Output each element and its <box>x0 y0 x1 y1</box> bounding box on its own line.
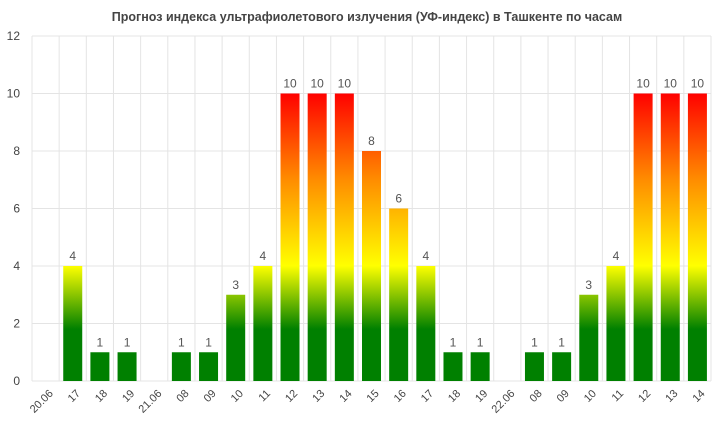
bar <box>606 266 626 381</box>
bar-value-label: 1 <box>558 335 565 349</box>
y-tick-label: 0 <box>13 374 20 388</box>
y-tick-label: 10 <box>7 87 21 101</box>
x-tick-label: 19 <box>120 388 137 405</box>
bar-value-label: 1 <box>205 335 212 349</box>
x-tick-label: 18 <box>446 388 463 405</box>
bar <box>470 352 490 381</box>
bar-value-label: 10 <box>691 77 705 91</box>
x-tick-label: 12 <box>283 388 300 405</box>
y-axis-tick-labels: 0 2 4 6 8 10 12 <box>7 29 21 388</box>
bar-value-label: 1 <box>450 335 457 349</box>
x-tick-label: 10 <box>229 388 246 405</box>
x-tick-label: 16 <box>392 388 409 405</box>
bar-value-label: 10 <box>636 77 650 91</box>
bar <box>117 352 137 381</box>
bar <box>552 352 572 381</box>
x-tick-label: 14 <box>690 388 707 405</box>
bar-value-label: 4 <box>422 249 429 263</box>
bar-value-label: 4 <box>613 249 620 263</box>
x-tick-label: 09 <box>555 388 572 405</box>
bar-value-label: 4 <box>260 249 267 263</box>
bar-value-label: 3 <box>585 278 592 292</box>
bar-value-label: 10 <box>283 77 297 91</box>
bar <box>660 93 680 381</box>
bar <box>253 266 273 381</box>
bar-value-label: 1 <box>124 335 131 349</box>
bar-value-label: 1 <box>97 335 104 349</box>
bar-value-label: 1 <box>477 335 484 349</box>
y-tick-label: 4 <box>13 259 20 273</box>
x-tick-label: 10 <box>582 388 599 405</box>
x-tick-label: 17 <box>419 388 436 405</box>
data-labels: 4 1 1 1 1 3 4 10 10 10 8 6 4 1 1 1 1 3 4 10 10 10 <box>69 77 704 350</box>
bar-value-label: 10 <box>311 77 325 91</box>
bar <box>389 208 409 381</box>
bar-value-label: 6 <box>395 192 402 206</box>
x-tick-label: 13 <box>663 388 680 405</box>
bar-value-label: 1 <box>178 335 185 349</box>
x-tick-label: 11 <box>610 388 627 405</box>
x-tick-label: 17 <box>66 388 83 405</box>
y-tick-label: 2 <box>13 317 20 331</box>
x-tick-label: 14 <box>337 388 354 405</box>
x-tick-label: 12 <box>636 388 653 405</box>
x-tick-label: 09 <box>202 388 219 405</box>
x-tick-label: 08 <box>174 388 191 405</box>
x-tick-label: 21.06 <box>136 388 164 416</box>
y-tick-label: 8 <box>13 144 20 158</box>
x-tick-label: 13 <box>310 388 327 405</box>
bars <box>63 93 707 381</box>
bar <box>524 352 544 381</box>
bar <box>443 352 463 381</box>
x-tick-label: 15 <box>365 388 382 405</box>
chart-title: Прогноз индекса ультрафиолетового излуче… <box>112 10 622 24</box>
bar <box>362 151 381 381</box>
x-tick-label: 18 <box>93 388 110 405</box>
bar-value-label: 1 <box>531 335 538 349</box>
bar <box>416 266 436 381</box>
gridlines <box>31 35 712 382</box>
bar <box>63 266 83 381</box>
bar-value-label: 10 <box>338 77 352 91</box>
bar <box>579 294 599 381</box>
x-tick-label: 19 <box>473 388 490 405</box>
bar <box>307 93 327 381</box>
bar-value-label: 8 <box>368 134 375 148</box>
bar <box>90 352 110 381</box>
x-tick-label: 20.06 <box>28 388 56 416</box>
x-tick-label: 11 <box>257 388 274 405</box>
bar <box>687 93 707 381</box>
x-axis-tick-labels: 20.06 17 18 19 21.06 08 09 10 11 12 13 14 15 16 17 18 19… <box>28 388 708 416</box>
bar <box>226 294 246 381</box>
bar <box>199 352 219 381</box>
bar <box>171 352 191 381</box>
bar <box>633 93 653 381</box>
bar-value-label: 3 <box>232 278 239 292</box>
bar <box>334 93 354 381</box>
x-tick-label: 08 <box>528 388 545 405</box>
y-tick-label: 6 <box>13 202 20 216</box>
bar-value-label: 10 <box>664 77 678 91</box>
bar-value-label: 4 <box>69 249 76 263</box>
x-tick-label: 22.06 <box>490 388 518 416</box>
y-tick-label: 12 <box>7 29 21 43</box>
bar <box>280 93 300 381</box>
